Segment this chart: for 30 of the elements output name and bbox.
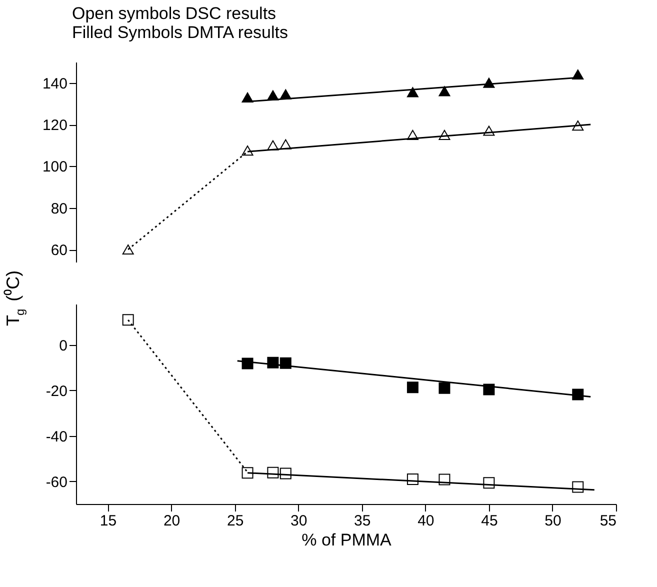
point	[122, 314, 134, 326]
y-tick-label: -40	[46, 428, 68, 446]
y-tick-label: -60	[46, 474, 68, 491]
x-tick-label: 30	[290, 512, 308, 530]
point	[242, 92, 254, 102]
x-tick-label: 25	[226, 512, 244, 530]
y-tick-label: 60	[50, 242, 68, 259]
x-tick-label: 20	[163, 512, 180, 530]
x-tick-label: 45	[481, 512, 498, 530]
point	[406, 87, 418, 98]
point	[438, 86, 450, 96]
point	[406, 382, 418, 394]
x-tick-label: 55	[600, 512, 616, 530]
y-tick-label: 0	[59, 337, 68, 354]
x-tick-label: 50	[544, 512, 562, 530]
x-tick-label: 35	[354, 512, 371, 530]
y-tick-label: 100	[42, 158, 68, 176]
y-tick-label: 120	[42, 117, 68, 134]
text: Filled Symbols DMTA results	[72, 23, 288, 42]
y-tick-label: -20	[46, 382, 68, 400]
point	[122, 244, 134, 255]
y-tick-label: 80	[50, 200, 68, 218]
point	[438, 382, 450, 394]
x-axis-title: % of PMMA	[302, 530, 392, 550]
y-axis-title: Tg (⁰C)	[3, 270, 27, 326]
point	[242, 467, 254, 479]
x-tick-label: 40	[418, 512, 434, 530]
text: Open symbols DSC results	[72, 4, 276, 23]
y-tick-label: 140	[42, 75, 68, 92]
x-tick-label: 15	[100, 512, 117, 530]
